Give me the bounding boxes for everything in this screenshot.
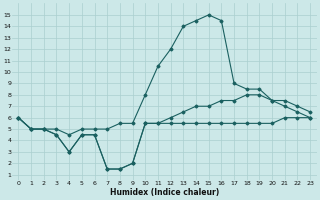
X-axis label: Humidex (Indice chaleur): Humidex (Indice chaleur) [110,188,219,197]
